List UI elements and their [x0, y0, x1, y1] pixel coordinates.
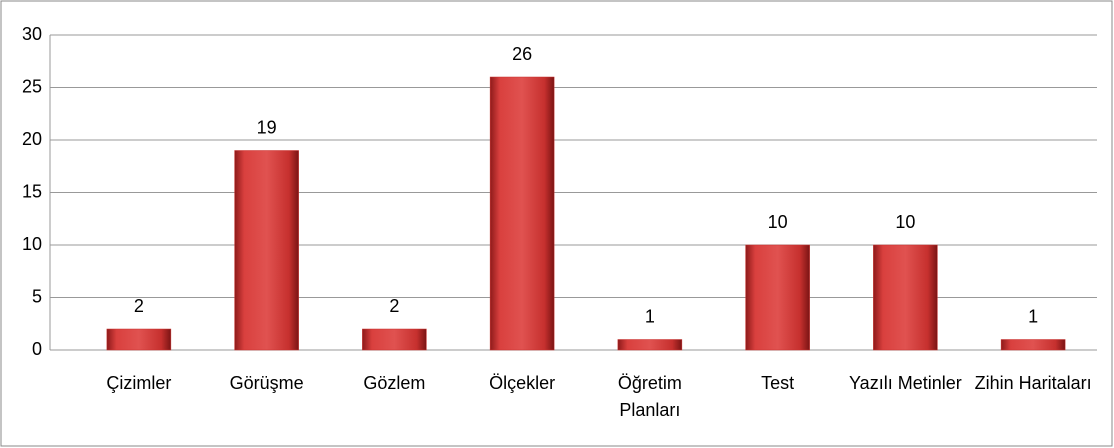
x-tick-label: Zihin Haritaları: [974, 373, 1092, 393]
x-tick-label: Öğretim Planları: [617, 373, 682, 420]
y-tick-label: 5: [32, 286, 42, 306]
y-tick-label: 15: [22, 181, 42, 201]
bar: [873, 244, 938, 351]
x-tick-label: Görüşme: [229, 373, 304, 393]
bar: [106, 328, 172, 351]
data-label: 1: [1028, 306, 1038, 326]
x-tick-label: Test: [761, 373, 795, 393]
y-tick-label: 10: [22, 234, 42, 254]
x-tick-label: Çizimler: [106, 373, 172, 393]
data-label: 10: [895, 212, 915, 232]
bar: [617, 339, 683, 351]
data-label: 26: [512, 44, 532, 64]
x-tick-label: Gözlem: [363, 373, 426, 393]
bar: [362, 328, 427, 351]
bar: [1000, 339, 1066, 351]
x-tick-label: Ölçekler: [489, 373, 556, 393]
data-label: 10: [768, 212, 788, 232]
y-tick-label: 0: [32, 339, 42, 359]
y-tick-label: 20: [22, 129, 42, 149]
bar: [489, 76, 555, 351]
y-tick-label: 30: [22, 24, 42, 44]
data-label: 1: [645, 306, 655, 326]
data-label: 19: [257, 117, 277, 137]
data-label: 2: [134, 296, 144, 316]
bar: [234, 150, 299, 351]
y-tick-label: 25: [22, 76, 42, 96]
bar: [745, 244, 810, 351]
data-label: 2: [389, 296, 399, 316]
x-tick-label: Yazılı Metinler: [849, 373, 962, 393]
